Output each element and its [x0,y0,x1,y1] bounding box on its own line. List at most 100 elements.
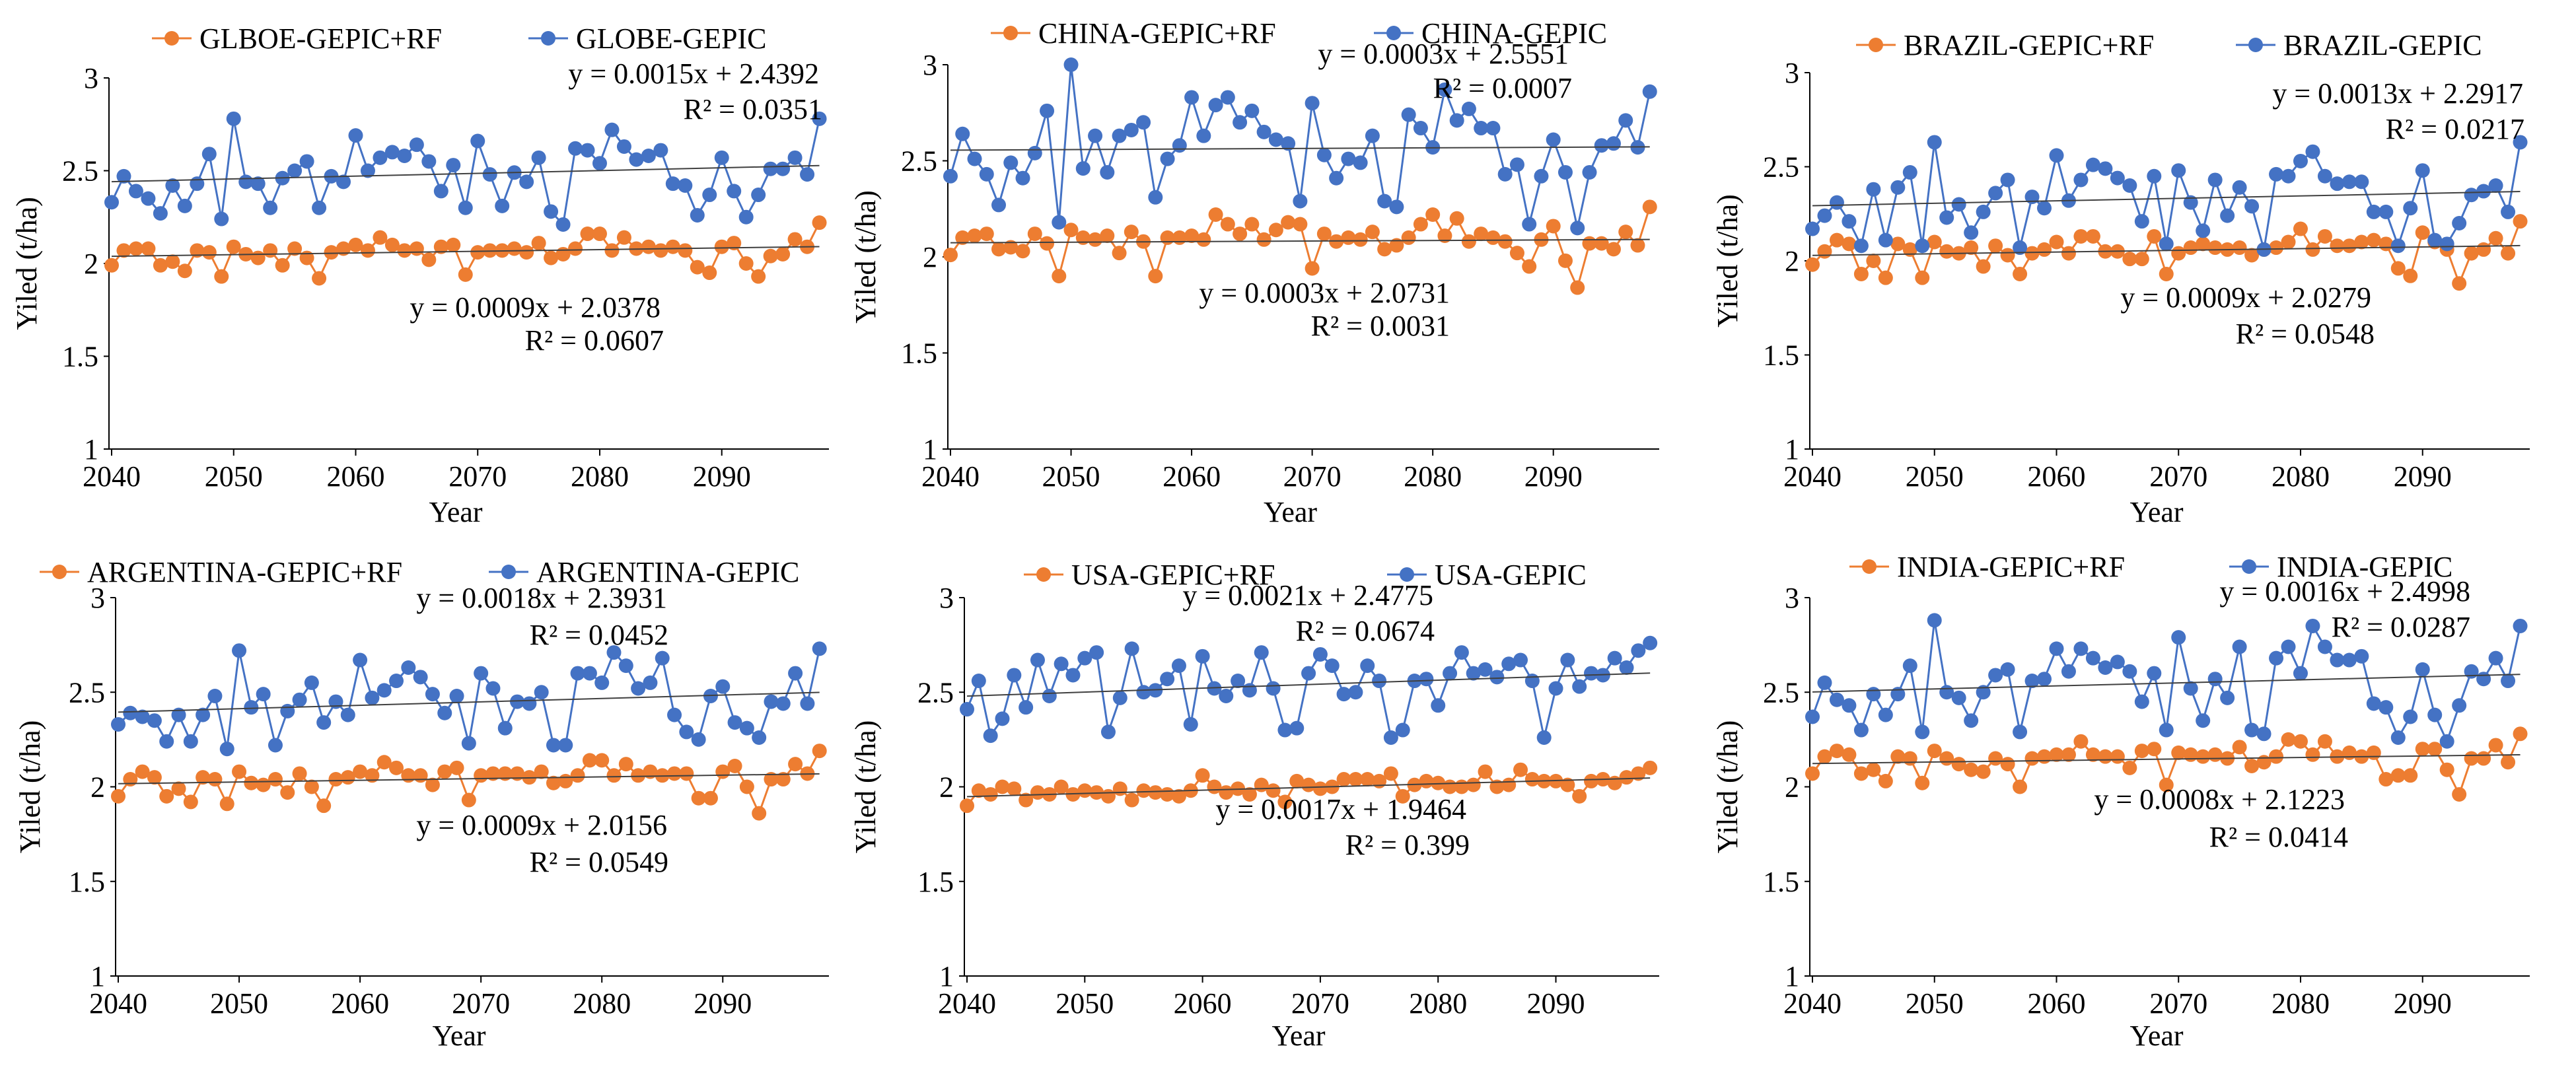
data-point-gepic [1927,613,1942,628]
data-point-rf [153,258,168,273]
data-point-gepic [1372,674,1387,689]
data-point-rf [177,263,192,279]
trend-equation-gepic: y = 0.0003x + 2.5551 [1318,38,1569,70]
data-point-gepic [1353,155,1368,170]
data-point-gepic [510,694,525,709]
data-point-gepic [147,713,162,728]
data-point-gepic [1195,648,1210,664]
x-tick-label: 2050 [205,460,263,493]
data-point-rf [1805,257,1820,272]
data-point-rf [616,230,631,245]
data-point-rf [991,242,1007,257]
data-point-rf [631,768,646,783]
data-point-gepic [1509,157,1524,172]
trend-equation-rf: y = 0.0009x + 2.0279 [2120,281,2371,314]
data-point-gepic [812,111,827,126]
trend-equation-rf: y = 0.0017x + 1.9464 [1215,793,1466,825]
data-point-gepic [763,161,778,176]
data-point-gepic [2390,238,2406,254]
data-point-gepic [643,675,658,690]
data-point-gepic [1183,716,1198,732]
data-point-rf [304,779,319,794]
data-point-gepic [1015,170,1030,186]
data-point-gepic [1231,674,1246,689]
data-point-rf [287,241,303,256]
data-point-gepic [190,176,205,192]
data-point-rf [111,788,125,804]
legend-label-rf: INDIA-GEPIC+RF [1897,551,2125,583]
x-tick-label: 2080 [573,987,631,1020]
data-point-rf [104,258,119,273]
data-point-rf [2501,246,2516,261]
x-tick-label: 2040 [921,460,980,493]
data-point-rf [2244,248,2260,263]
data-point-gepic [1437,82,1452,97]
data-point-gepic [1560,652,1575,668]
trend-equation-rf: y = 0.0009x + 2.0156 [416,809,667,841]
data-point-rf [1112,246,1127,261]
data-point-rf [2037,242,2052,257]
data-point-rf [1988,238,2003,254]
data-point-rf [123,772,138,787]
data-point-gepic [2342,174,2357,190]
data-point-gepic [775,696,791,711]
data-point-gepic [312,200,327,215]
data-point-gepic [1124,122,1139,137]
data-point-rf [1377,242,1392,257]
data-point-gepic [1939,210,1954,225]
legend-marker-rf [1869,38,1883,52]
y-axis-title: Yiled (t/ha) [1711,720,1744,854]
data-point-gepic [116,168,131,184]
data-point-gepic [1100,724,1116,740]
legend-marker-gepic [2248,38,2263,52]
data-point-rf [2159,266,2174,281]
legend-label-gepic: ARGENTINA-GEPIC [536,556,799,588]
data-point-rf [2281,732,2296,747]
data-point-gepic [971,674,986,689]
data-point-rf [2403,768,2418,783]
data-point-rf [1513,762,1528,777]
data-point-gepic [788,666,803,681]
data-point-gepic [153,206,168,221]
data-point-gepic [1878,707,1893,722]
data-point-gepic [232,643,247,658]
data-point-gepic [470,133,485,149]
data-point-rf [1425,207,1441,222]
x-tick-label: 2040 [1783,460,1842,493]
chart-panel-2: 1 1.5 2 2.5 3 2040 2050 2060 2070 2080 2090 Yiled (… [849,17,1659,528]
data-point-gepic [1042,688,1057,703]
data-point-rf [1281,215,1296,230]
data-point-rf [1395,788,1410,804]
data-point-gepic [165,178,180,193]
data-point-gepic [690,207,705,223]
data-point-rf [1268,223,1283,238]
data-point-gepic [2183,681,2198,696]
data-point-rf [1817,244,1832,259]
data-point-gepic [738,209,754,225]
data-point-rf [2366,232,2381,248]
data-point-rf [263,243,278,258]
data-point-rf [190,243,205,258]
data-point-gepic [2330,652,2345,668]
data-point-rf [1570,280,1585,295]
legend-label-rf: USA-GEPIC+RF [1071,559,1275,591]
data-point-gepic [353,652,368,668]
x-tick-label: 2050 [1042,460,1100,493]
y-tick-label: 1 [90,960,105,993]
data-point-gepic [1557,164,1573,180]
data-point-rf [2024,246,2040,261]
data-point-rf [2134,744,2149,759]
x-tick-label: 2040 [938,987,996,1020]
data-point-rf [2342,238,2357,254]
r-squared-gepic: R² = 0.0351 [684,93,822,125]
data-point-gepic [2317,639,2332,654]
data-point-gepic [250,176,266,192]
data-point-gepic [1348,685,1363,700]
data-point-gepic [2134,694,2149,709]
data-point-gepic [1853,238,1869,254]
data-point-rf [2390,261,2406,276]
data-point-gepic [299,154,314,169]
data-point-rf [1524,772,1540,787]
data-point-rf [531,236,546,251]
data-point-gepic [409,137,424,153]
